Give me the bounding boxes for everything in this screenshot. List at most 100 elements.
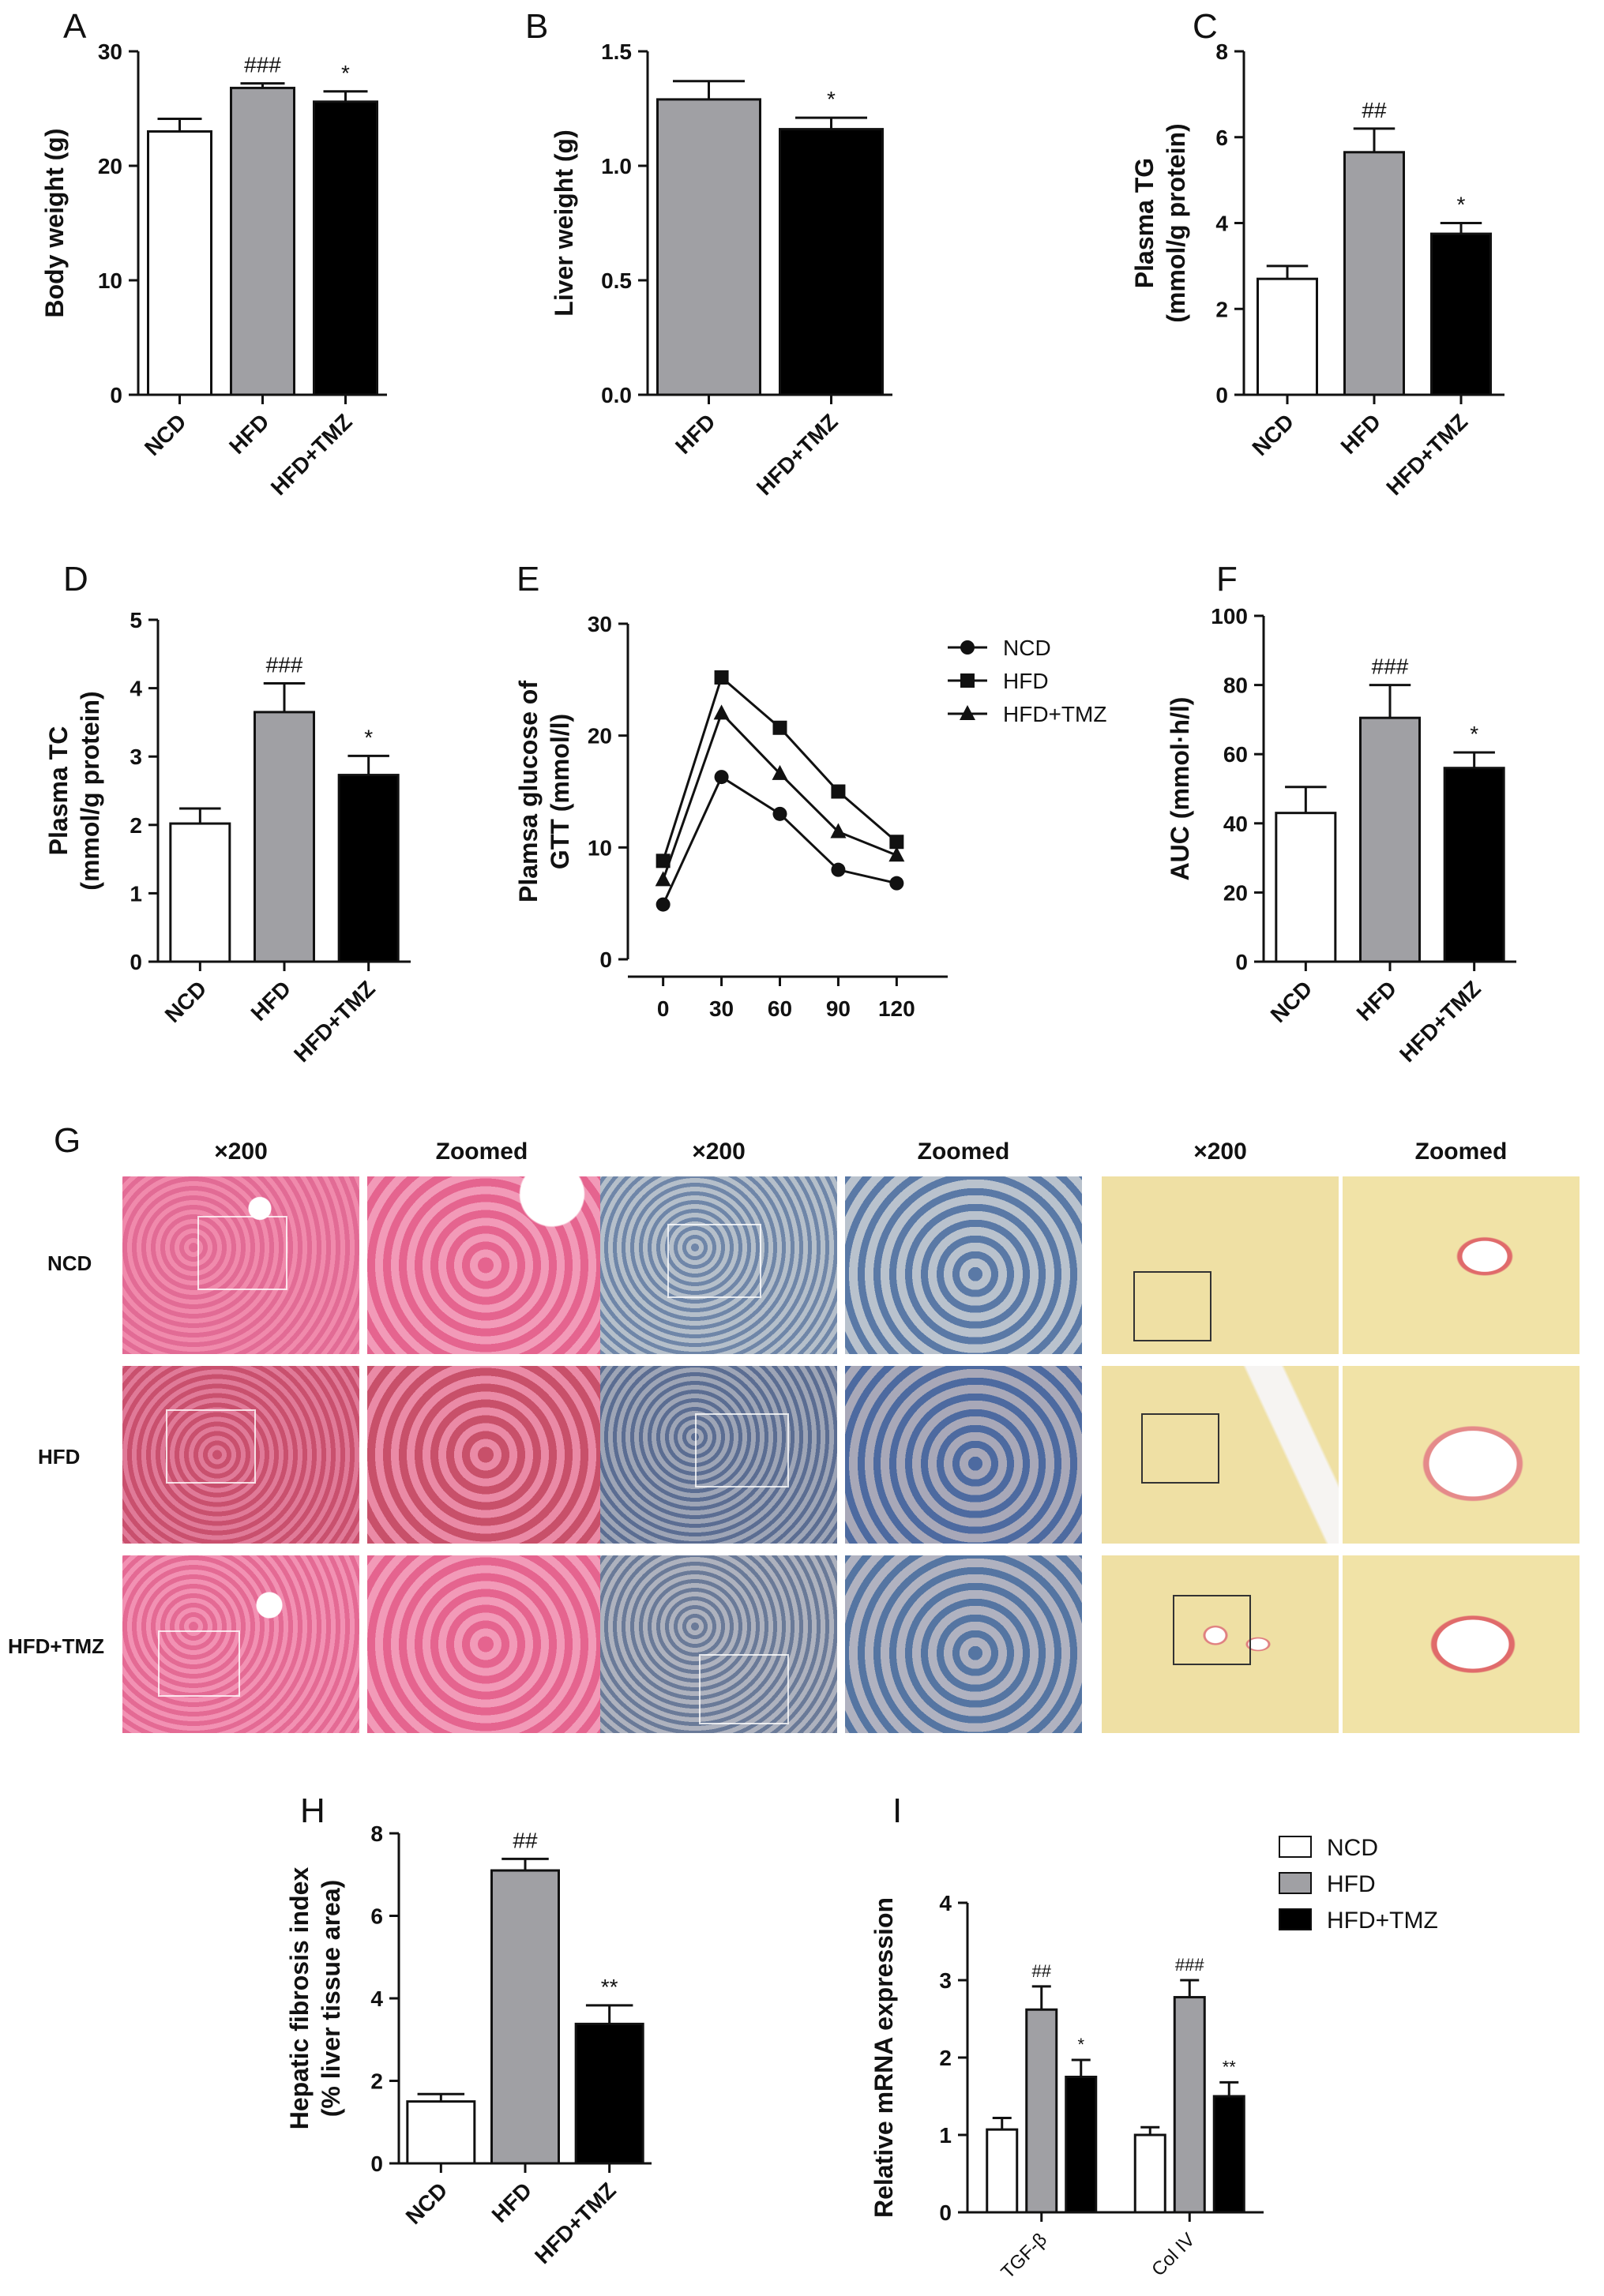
y-tick-label: 4 (939, 1891, 952, 1915)
significance-label: ### (1372, 655, 1409, 679)
sirius-zoomed-image (1343, 1176, 1580, 1354)
data-point (655, 853, 671, 869)
significance-label: * (1470, 722, 1478, 746)
data-point (831, 784, 846, 799)
y-axis-label: Liver weight (g) (550, 129, 578, 316)
significance-label: * (364, 725, 373, 749)
y-axis-label: Plamsa glucose of (514, 681, 543, 902)
y-axis-label: Hepatic fibrosis index (285, 1867, 314, 2130)
row-label: NCD (47, 1251, 92, 1275)
y-tick-label: 40 (1223, 812, 1248, 836)
bar (1275, 812, 1337, 963)
y-axis-label: Plasma TC (44, 726, 73, 856)
y-tick-label: 8 (370, 1821, 383, 1846)
y-tick-label: 4 (130, 677, 142, 701)
significance-label: ## (1362, 98, 1387, 122)
significance-label: ### (1175, 1955, 1204, 1975)
y-tick-label: 6 (370, 1904, 383, 1929)
he-zoomed-image (367, 1176, 604, 1354)
y-tick-label: 3 (939, 1968, 952, 1993)
y-tick-label: 0.5 (601, 268, 632, 293)
y-tick-label: 1.0 (601, 154, 632, 178)
y-tick-label: 0 (110, 383, 122, 407)
y-tick-label: 2 (939, 2046, 952, 2070)
bar (574, 2022, 644, 2165)
data-point (713, 704, 730, 720)
legend-marker (960, 673, 975, 688)
bar (406, 2100, 476, 2165)
col-header: ×200 (1193, 1139, 1247, 1165)
legend-label: HFD+TMZ (1327, 1908, 1438, 1934)
legend-label: NCD (1003, 636, 1051, 660)
y-axis-label: (% liver tissue area) (317, 1880, 345, 2118)
bar (230, 86, 295, 396)
chart-auc: F 0 20 40 60 80 100 AUC (mmol·h/l) NCD ### HFD * HFD… (1166, 560, 1516, 1067)
sirius-200x-image (1102, 1176, 1339, 1354)
x-tick-label: HFD+TMZ (752, 409, 843, 500)
col-header: ×200 (214, 1139, 268, 1165)
y-tick-label: 2 (370, 2069, 383, 2094)
x-tick-label: NCD (401, 2178, 453, 2229)
y-tick-label: 20 (588, 724, 612, 748)
y-tick-label: 20 (1223, 880, 1248, 905)
panel-label: I (892, 1791, 902, 1830)
chart-gtt: E 0 10 20 30 Plamsa glucose of GTT (mmol/l) 0 30… (514, 560, 1106, 1021)
sirius-zoomed-image (1343, 1366, 1580, 1544)
legend-swatch (1279, 1836, 1312, 1858)
y-axis-label: Relative mRNA expression (870, 1897, 898, 2218)
chart-mrna-expression: I 0 1 2 3 4 Relative mRNA expression ## * TGF-β ##… (870, 1791, 1438, 2283)
y-tick-label: 8 (1215, 39, 1228, 64)
data-point (714, 670, 729, 685)
x-tick-label: HFD (246, 976, 296, 1026)
y-tick-label: 1.5 (601, 39, 632, 64)
data-point (830, 823, 847, 838)
panel-label: D (63, 560, 88, 598)
panel-label: E (517, 560, 539, 598)
significance-label: * (1077, 2035, 1084, 2054)
oil-red-200x-image (600, 1176, 837, 1354)
data-point (772, 806, 787, 821)
panel-label: F (1216, 560, 1238, 598)
chart-plasma-tg: C 0 2 4 6 8 Plasma TG (mmol/g protein) NCD ## HFD *… (1130, 7, 1504, 500)
chart-liver-weight: B 0.0 0.5 1.0 1.5 Liver weight (g) HFD * HFD+TMZ (525, 7, 892, 500)
bar (254, 711, 315, 963)
significance-label: ** (601, 1975, 618, 1999)
oil-red-zoomed-image (845, 1176, 1082, 1354)
y-axis-label: (mmol/g protein) (1162, 123, 1190, 322)
x-tick-label: HFD (487, 2178, 537, 2227)
panel-label: G (54, 1121, 81, 1160)
bar (313, 100, 378, 396)
y-tick-label: 2 (1215, 297, 1228, 321)
panel-label: B (525, 7, 548, 46)
y-tick-label: 10 (98, 268, 122, 293)
oil-red-zoomed-image (845, 1555, 1082, 1733)
data-point (889, 876, 904, 891)
y-tick-label: 4 (1215, 212, 1228, 236)
y-tick-label: 100 (1211, 604, 1248, 628)
chart-fibrosis-index: H 0 2 4 6 8 Hepatic fibrosis index (% liver tis… (285, 1791, 652, 2268)
significance-label: * (341, 61, 350, 85)
y-tick-label: 0 (370, 2152, 383, 2176)
x-tick-label: NCD (1266, 976, 1317, 1027)
legend-swatch (1279, 1908, 1312, 1930)
y-tick-label: 5 (130, 608, 142, 632)
legend-swatch (1279, 1872, 1312, 1894)
panel-label: C (1193, 7, 1218, 46)
x-tick-label: Col IV (1148, 2229, 1199, 2280)
col-header: Zoomed (917, 1139, 1010, 1165)
he-zoomed-image (367, 1366, 604, 1544)
chart-plasma-tc: D 0 1 2 3 4 5 Plasma TC (mmol/g protein) NCD ### HF… (44, 560, 411, 1067)
x-tick-label: HFD+TMZ (289, 976, 380, 1067)
legend-label: HFD (1327, 1871, 1376, 1897)
bar (1430, 232, 1492, 396)
y-tick-label: 0 (1235, 950, 1248, 974)
y-axis-label: Plasma TG (1130, 158, 1159, 288)
data-point (888, 846, 905, 862)
significance-label: ## (1032, 1961, 1052, 1981)
bar (490, 1869, 560, 2165)
y-tick-label: 30 (588, 612, 612, 636)
x-tick-label: 30 (709, 996, 734, 1021)
bar (1133, 2133, 1166, 2214)
bar (1173, 1996, 1206, 2214)
sirius-zoomed-image (1343, 1555, 1580, 1733)
